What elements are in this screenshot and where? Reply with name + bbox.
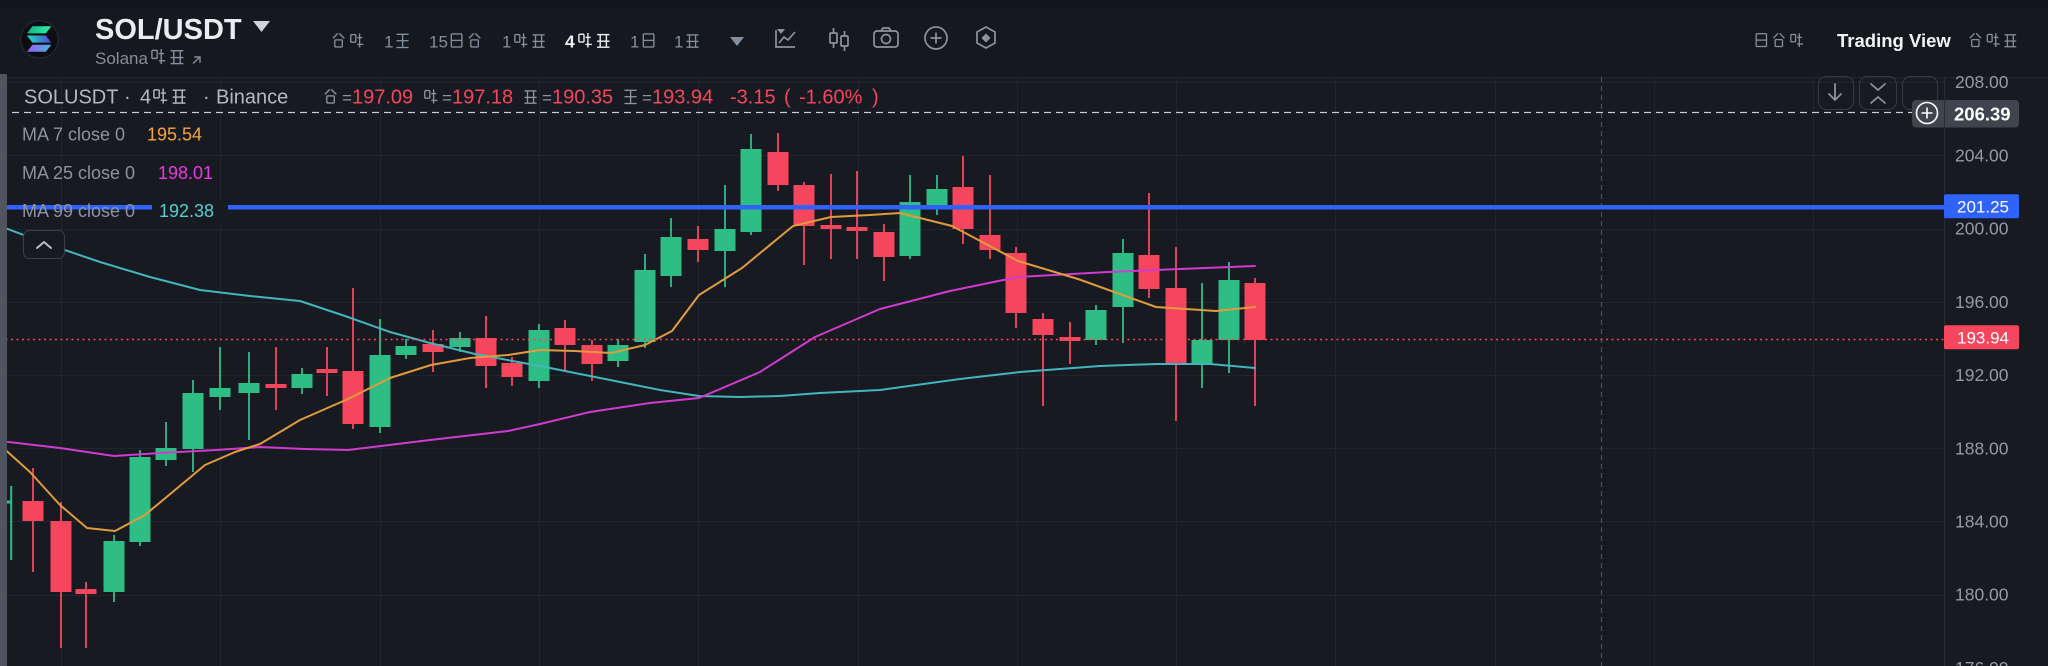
svg-text:(: ( <box>784 87 791 109</box>
svg-text:MA 99 close 0: MA 99 close 0 <box>22 201 135 221</box>
svg-text:184.00: 184.00 <box>1955 512 2009 532</box>
svg-text:198.01: 198.01 <box>158 163 213 183</box>
svg-text:4: 4 <box>565 32 575 52</box>
svg-text:192.00: 192.00 <box>1955 365 2009 385</box>
svg-text:193.94: 193.94 <box>652 87 713 109</box>
svg-text:1: 1 <box>384 33 393 52</box>
svg-text:192.38: 192.38 <box>159 201 214 221</box>
svg-text:=: = <box>542 89 552 108</box>
svg-text:SOLUSDT: SOLUSDT <box>24 87 118 109</box>
svg-text:197.09: 197.09 <box>352 87 413 109</box>
svg-text:196.00: 196.00 <box>1955 292 2009 312</box>
svg-text:206.39: 206.39 <box>1954 104 2011 125</box>
svg-text:·: · <box>124 87 131 109</box>
svg-text:=: = <box>642 89 652 108</box>
svg-text:193.94: 193.94 <box>1957 329 2009 348</box>
svg-text:Solana: Solana <box>95 49 148 68</box>
svg-text:176.00: 176.00 <box>1955 658 2009 666</box>
svg-text:MA 25 close 0: MA 25 close 0 <box>22 163 135 183</box>
svg-text:Trading View: Trading View <box>1837 30 1951 51</box>
svg-text:·: · <box>203 87 210 109</box>
svg-text:MA 7 close 0: MA 7 close 0 <box>22 125 125 145</box>
svg-text:=: = <box>342 89 352 108</box>
svg-text:204.00: 204.00 <box>1955 145 2009 165</box>
svg-text:4: 4 <box>140 87 151 109</box>
svg-text:1: 1 <box>630 33 639 52</box>
svg-text:): ) <box>872 87 879 109</box>
svg-text:200.00: 200.00 <box>1955 219 2009 239</box>
svg-text:201.25: 201.25 <box>1957 198 2009 217</box>
svg-text:208.00: 208.00 <box>1955 72 2009 92</box>
svg-text:Binance: Binance <box>216 87 288 109</box>
svg-text:190.35: 190.35 <box>552 87 613 109</box>
svg-text:1: 1 <box>674 33 683 52</box>
svg-text:-3.15: -3.15 <box>730 87 776 109</box>
svg-text:195.54: 195.54 <box>147 125 202 145</box>
svg-text:-1.60%: -1.60% <box>799 87 863 109</box>
svg-text:180.00: 180.00 <box>1955 585 2009 605</box>
svg-text:1: 1 <box>502 33 511 52</box>
svg-text:SOL/USDT: SOL/USDT <box>95 14 242 46</box>
svg-text:197.18: 197.18 <box>452 87 513 109</box>
svg-text:188.00: 188.00 <box>1955 438 2009 458</box>
svg-text:=: = <box>442 89 452 108</box>
svg-text:15: 15 <box>429 33 448 52</box>
